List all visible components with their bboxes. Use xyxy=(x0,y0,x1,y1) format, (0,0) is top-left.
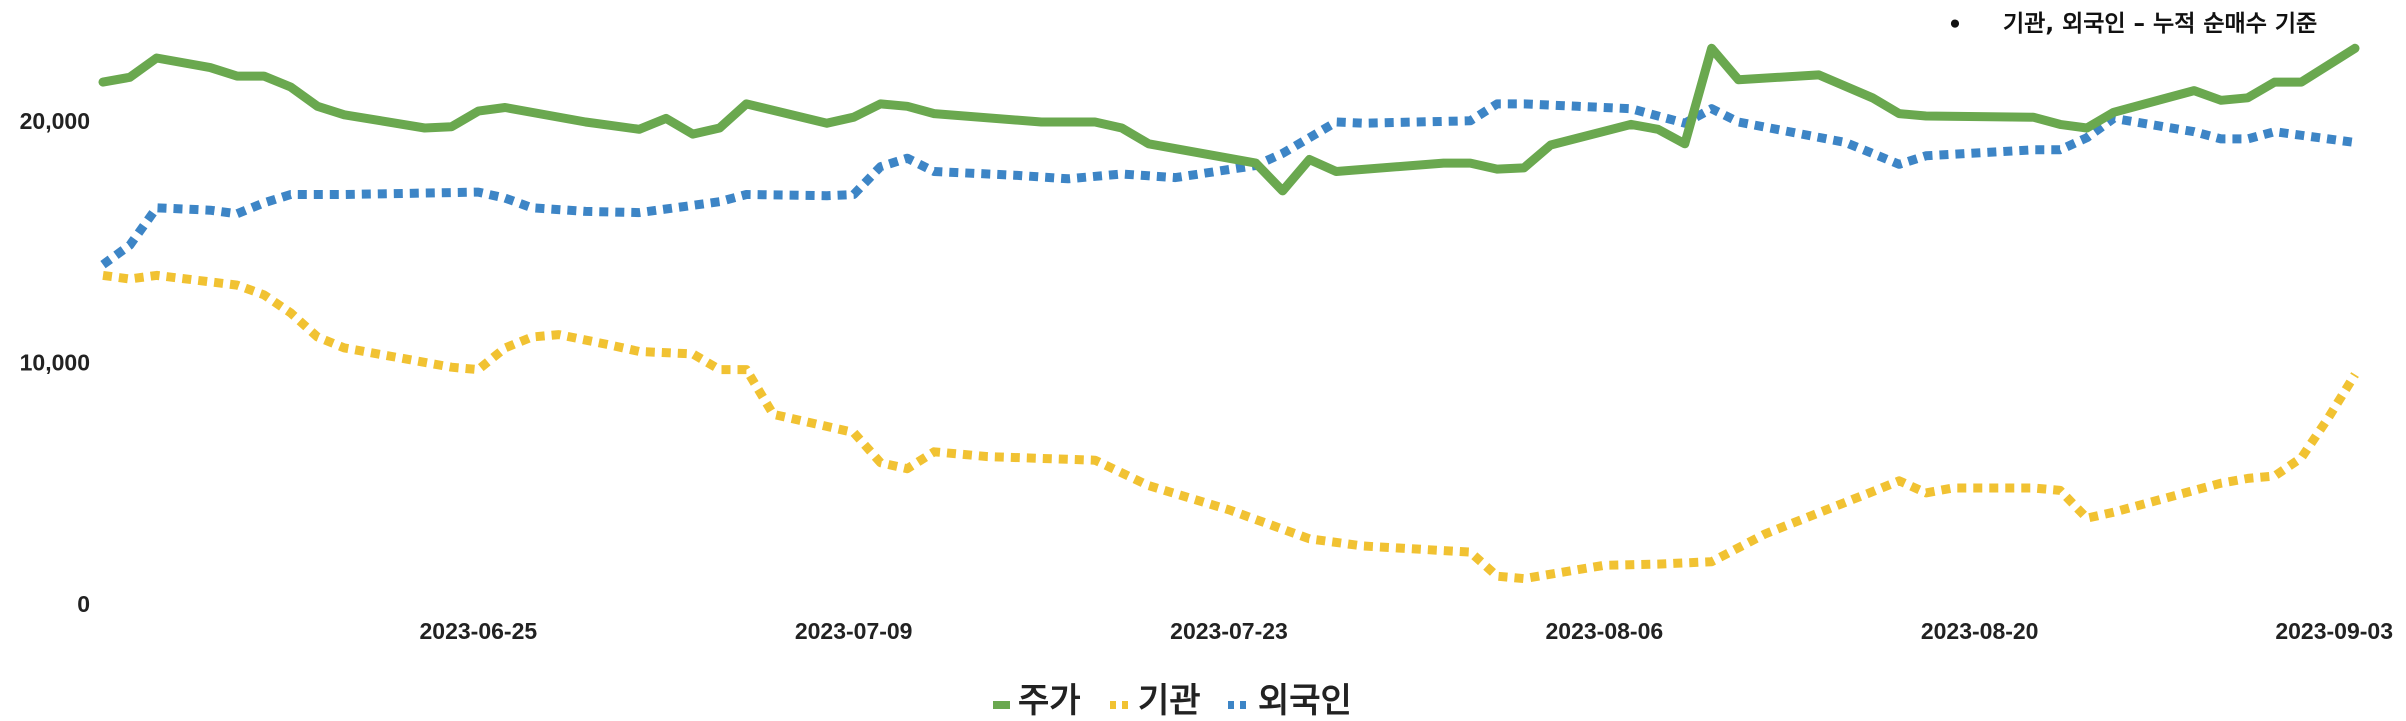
annotation-text: 기관, 외국인 – 누적 순매수 기준 xyxy=(2003,11,2317,37)
y-tick-label: 0 xyxy=(77,591,90,617)
legend-label-stock-price: 주가 xyxy=(1018,681,1081,721)
y-tick-label: 20,000 xyxy=(20,108,90,134)
x-tick-label: 2023-07-09 xyxy=(795,618,913,644)
series-line-stock-price xyxy=(98,43,2360,196)
x-axis-labels: 2023-06-25 2023-07-09 2023-07-23 2023-08-06… xyxy=(420,618,2393,644)
legend-item-foreigner: 외국인 xyxy=(1228,681,1352,721)
annotation-bullet: • xyxy=(1948,12,1963,38)
x-tick-label: 2023-08-06 xyxy=(1546,618,1664,644)
x-tick-label: 2023-09-03 xyxy=(2275,618,2393,644)
series-line-institution xyxy=(102,270,2359,584)
x-tick-label: 2023-08-20 xyxy=(1921,618,2039,644)
annotation: • 기관, 외국인 – 누적 순매수 기준 xyxy=(1948,11,2318,38)
y-tick-label: 10,000 xyxy=(20,349,90,375)
y-axis-labels: 0 10,000 20,000 xyxy=(20,108,90,617)
legend: 주가 기관 외국인 xyxy=(993,681,1352,721)
legend-label-institution: 기관 xyxy=(1138,681,1201,721)
x-tick-label: 2023-06-25 xyxy=(420,618,538,644)
legend-item-stock-price: 주가 xyxy=(993,681,1081,721)
series-lines xyxy=(98,43,2360,584)
legend-item-institution: 기관 xyxy=(1110,681,1201,721)
x-tick-label: 2023-07-23 xyxy=(1170,618,1288,644)
legend-label-foreigner: 외국인 xyxy=(1258,681,1352,721)
